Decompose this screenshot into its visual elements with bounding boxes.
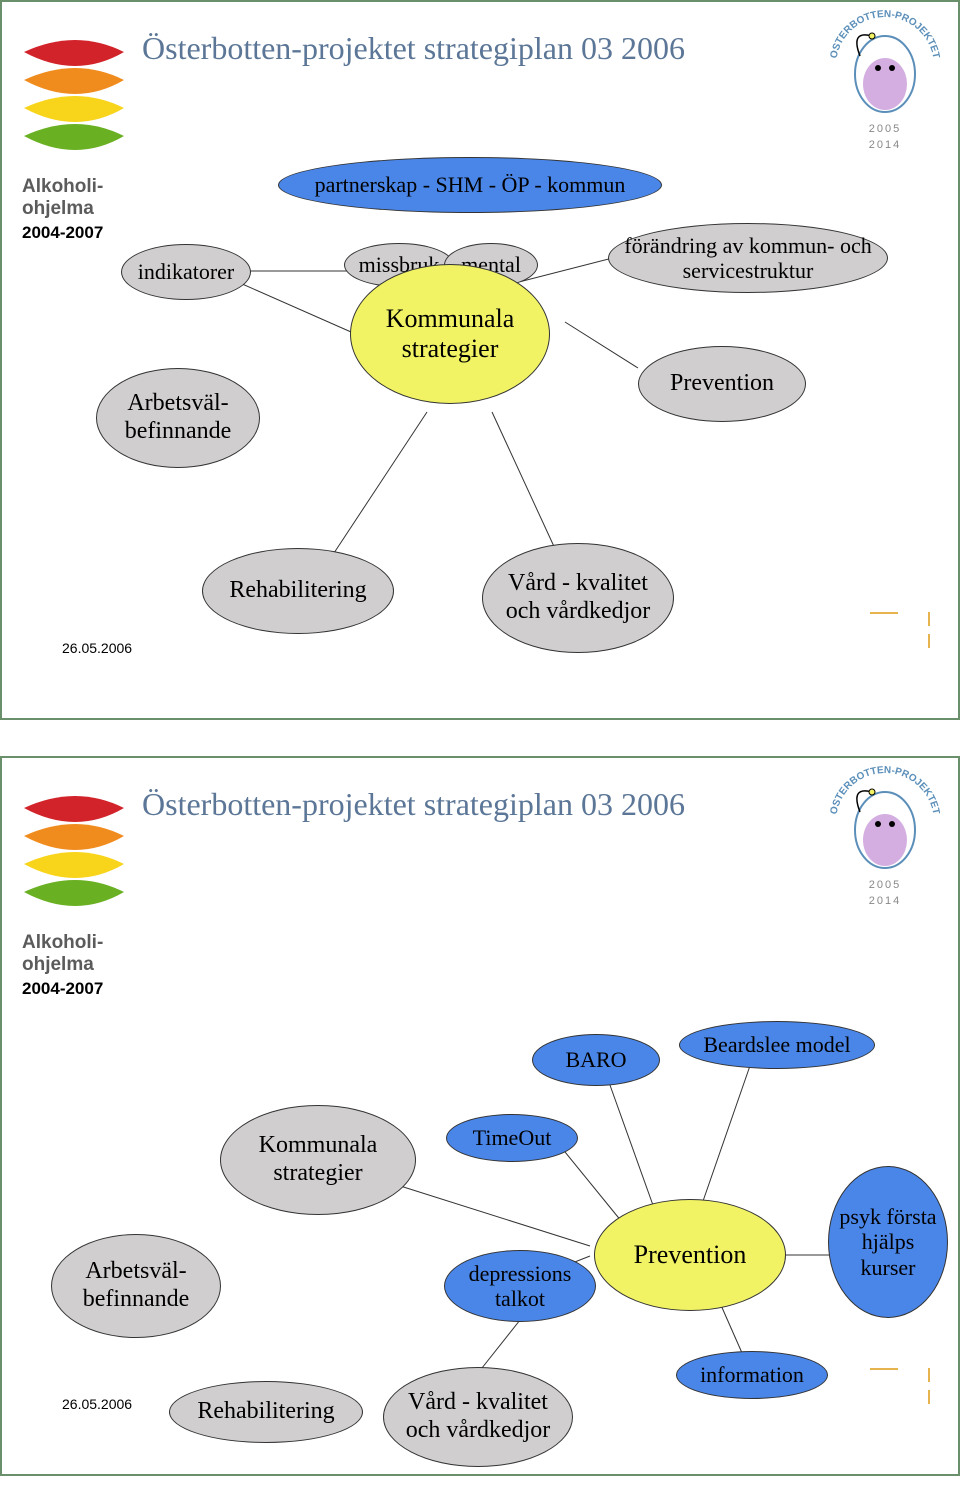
node-indikatorer: indikatorer bbox=[121, 244, 251, 300]
node-rehab2: Rehabilitering bbox=[169, 1381, 363, 1443]
node-label: Prevention bbox=[670, 370, 774, 398]
node-label: BARO bbox=[565, 1047, 626, 1072]
slide-1: Österbotten-projektet strategiplan 03 20… bbox=[0, 0, 960, 720]
node-vard: Vård - kvalitet och vårdkedjor bbox=[482, 543, 674, 653]
slide-title: Österbotten-projektet strategiplan 03 20… bbox=[142, 30, 685, 67]
svg-text:2014: 2014 bbox=[869, 139, 901, 151]
node-label: depressions talkot bbox=[453, 1261, 587, 1312]
node-label: Prevention bbox=[634, 1240, 747, 1270]
node-prevention2: Prevention bbox=[594, 1199, 786, 1311]
slide-date: 26.05.2006 bbox=[62, 1396, 132, 1412]
osterbotten-projektet-logo: ÖSTERBOTTEN-PROJEKTET 2005 2014 bbox=[830, 766, 940, 916]
node-label: Rehabilitering bbox=[229, 577, 366, 605]
node-kommunala2: Kommunala strategier bbox=[220, 1105, 416, 1215]
node-psyk: psyk första hjälps kurser bbox=[828, 1166, 948, 1318]
node-label: psyk första hjälps kurser bbox=[837, 1204, 939, 1280]
node-label: indikatorer bbox=[138, 259, 235, 284]
node-kommunala: Kommunala strategier bbox=[350, 264, 550, 404]
node-label: Arbetsväl- befinnande bbox=[60, 1258, 212, 1313]
slide-date: 26.05.2006 bbox=[62, 640, 132, 656]
node-label: TimeOut bbox=[473, 1125, 552, 1150]
node-label: information bbox=[700, 1362, 804, 1387]
node-label: förändring av kommun- och servicestruktu… bbox=[617, 233, 879, 284]
svg-text:ohjelma: ohjelma bbox=[22, 198, 94, 219]
node-timeout: TimeOut bbox=[446, 1114, 578, 1162]
node-label: Vård - kvalitet och vårdkedjor bbox=[392, 1389, 564, 1444]
svg-text:2014: 2014 bbox=[869, 895, 901, 907]
node-label: Beardslee model bbox=[703, 1032, 850, 1057]
corner-mark bbox=[870, 612, 930, 648]
node-depressions: depressions talkot bbox=[444, 1250, 596, 1322]
node-label: Kommunala strategier bbox=[229, 1132, 407, 1187]
node-baro: BARO bbox=[532, 1034, 660, 1086]
svg-text:2005: 2005 bbox=[869, 123, 901, 135]
node-arbetsval: Arbetsväl- befinnande bbox=[96, 368, 260, 468]
svg-text:ohjelma: ohjelma bbox=[22, 954, 94, 975]
node-prevention: Prevention bbox=[638, 346, 806, 422]
node-arbetsval2: Arbetsväl- befinnande bbox=[51, 1234, 221, 1338]
node-label: Arbetsväl- befinnande bbox=[105, 390, 251, 445]
svg-text:2004-2007: 2004-2007 bbox=[22, 223, 103, 242]
node-information: information bbox=[676, 1351, 828, 1399]
node-forandring: förändring av kommun- och servicestruktu… bbox=[608, 223, 888, 293]
node-label: Vård - kvalitet och vårdkedjor bbox=[491, 570, 665, 625]
node-rehab: Rehabilitering bbox=[202, 548, 394, 634]
svg-text:Alkoholi-: Alkoholi- bbox=[22, 176, 103, 197]
node-beardslee: Beardslee model bbox=[679, 1021, 875, 1069]
osterbotten-projektet-logo: ÖSTERBOTTEN-PROJEKTET 2005 2014 bbox=[830, 10, 940, 160]
logo-left: Alkoholi- ohjelma 2004-2007 bbox=[16, 24, 130, 254]
node-vard2: Vård - kvalitet och vårdkedjor bbox=[383, 1367, 573, 1467]
node-label: partnerskap - SHM - ÖP - kommun bbox=[315, 172, 626, 197]
node-partnership: partnerskap - SHM - ÖP - kommun bbox=[278, 157, 662, 213]
node-label: Rehabilitering bbox=[197, 1398, 334, 1426]
svg-text:2005: 2005 bbox=[869, 879, 901, 891]
slide-2: Österbotten-projektet strategiplan 03 20… bbox=[0, 756, 960, 1476]
alkoholiohjelma-logo: Alkoholi- ohjelma 2004-2007 bbox=[16, 780, 130, 1010]
node-label: Kommunala strategier bbox=[359, 304, 541, 364]
svg-text:2004-2007: 2004-2007 bbox=[22, 979, 103, 998]
corner-mark bbox=[870, 1368, 930, 1404]
logo-right: ÖSTERBOTTEN-PROJEKTET 2005 2014 bbox=[830, 766, 940, 916]
svg-text:Alkoholi-: Alkoholi- bbox=[22, 932, 103, 953]
logo-left: Alkoholi- ohjelma 2004-2007 bbox=[16, 780, 130, 1010]
logo-right: ÖSTERBOTTEN-PROJEKTET 2005 2014 bbox=[830, 10, 940, 160]
alkoholiohjelma-logo: Alkoholi- ohjelma 2004-2007 bbox=[16, 24, 130, 254]
slide-title: Österbotten-projektet strategiplan 03 20… bbox=[142, 786, 685, 823]
